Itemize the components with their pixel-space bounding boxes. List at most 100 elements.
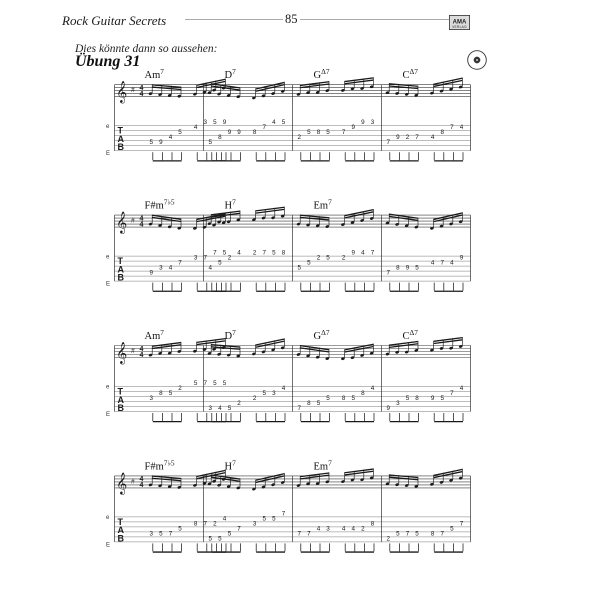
svg-text:4: 4 <box>431 260 435 267</box>
svg-text:5: 5 <box>263 515 267 522</box>
svg-text:8: 8 <box>431 530 435 537</box>
svg-text:3: 3 <box>204 119 208 126</box>
svg-text:2: 2 <box>342 255 346 262</box>
svg-text:Am7: Am7 <box>145 67 165 82</box>
svg-text:3: 3 <box>150 395 154 402</box>
svg-text:5: 5 <box>396 530 400 537</box>
svg-text:8: 8 <box>396 265 400 272</box>
svg-text:7: 7 <box>342 129 346 136</box>
svg-text:4: 4 <box>223 515 227 522</box>
svg-text:7: 7 <box>169 530 173 537</box>
svg-text:4: 4 <box>342 525 346 532</box>
svg-text:5: 5 <box>307 260 311 267</box>
svg-text:2: 2 <box>253 395 257 402</box>
svg-text:H7: H7 <box>225 458 237 473</box>
svg-text:5: 5 <box>228 405 232 412</box>
svg-text:4: 4 <box>352 525 356 532</box>
svg-text:5: 5 <box>307 129 311 136</box>
svg-text:8: 8 <box>361 390 365 397</box>
svg-text:4: 4 <box>209 265 213 272</box>
svg-text:2: 2 <box>317 255 321 262</box>
svg-text:7: 7 <box>460 520 464 527</box>
svg-text:B: B <box>118 273 125 283</box>
svg-text:9: 9 <box>228 129 232 136</box>
svg-text:F#m7♭5: F#m7♭5 <box>145 458 175 473</box>
svg-text:7: 7 <box>263 250 267 257</box>
svg-text:𝄞: 𝄞 <box>116 82 127 104</box>
svg-text:4: 4 <box>194 124 198 131</box>
svg-text:7: 7 <box>298 530 302 537</box>
svg-text:5: 5 <box>450 525 454 532</box>
svg-text:#: # <box>131 85 135 94</box>
svg-text:#: # <box>131 476 135 485</box>
svg-text:e: e <box>106 515 110 521</box>
svg-text:5: 5 <box>326 129 330 136</box>
svg-text:8: 8 <box>218 134 222 141</box>
svg-text:5: 5 <box>352 395 356 402</box>
svg-text:7: 7 <box>450 390 454 397</box>
svg-text:5: 5 <box>282 119 286 126</box>
svg-text:9: 9 <box>352 124 356 131</box>
svg-text:5: 5 <box>159 530 163 537</box>
svg-text:7: 7 <box>387 139 391 146</box>
svg-text:9: 9 <box>352 250 356 257</box>
svg-text:9: 9 <box>431 395 435 402</box>
svg-text:7: 7 <box>204 255 208 262</box>
svg-text:4: 4 <box>460 385 464 392</box>
svg-text:4: 4 <box>218 405 222 412</box>
svg-text:e: e <box>106 124 110 130</box>
svg-text:7: 7 <box>204 520 208 527</box>
svg-text:4: 4 <box>169 265 173 272</box>
svg-text:7: 7 <box>371 250 375 257</box>
svg-text:2: 2 <box>237 400 241 407</box>
svg-text:D7: D7 <box>225 67 237 82</box>
svg-text:9: 9 <box>361 119 365 126</box>
svg-text:8: 8 <box>307 400 311 407</box>
svg-text:9: 9 <box>223 119 227 126</box>
svg-text:4: 4 <box>140 352 144 359</box>
svg-text:7: 7 <box>263 124 267 131</box>
svg-text:𝄞: 𝄞 <box>116 343 127 365</box>
svg-text:5: 5 <box>263 390 267 397</box>
svg-text:3: 3 <box>326 525 330 532</box>
svg-text:7: 7 <box>387 270 391 277</box>
svg-text:4: 4 <box>460 124 464 131</box>
svg-text:7: 7 <box>178 260 182 267</box>
svg-text:3: 3 <box>159 265 163 272</box>
svg-text:5: 5 <box>415 530 419 537</box>
svg-text:Am7: Am7 <box>145 328 165 343</box>
svg-text:5: 5 <box>213 380 217 387</box>
svg-text:E: E <box>106 412 110 418</box>
svg-text:Em7: Em7 <box>314 197 333 212</box>
svg-text:4: 4 <box>272 119 276 126</box>
svg-text:4: 4 <box>140 482 144 489</box>
svg-text:7: 7 <box>298 405 302 412</box>
svg-text:5: 5 <box>441 395 445 402</box>
svg-text:4: 4 <box>140 91 144 98</box>
svg-text:5: 5 <box>209 535 213 542</box>
svg-text:2: 2 <box>253 250 257 257</box>
svg-text:4: 4 <box>450 260 454 267</box>
svg-text:B: B <box>118 533 125 543</box>
svg-text:4: 4 <box>282 385 286 392</box>
svg-text:9: 9 <box>406 265 410 272</box>
svg-text:5: 5 <box>298 265 302 272</box>
svg-text:5: 5 <box>223 250 227 257</box>
svg-text:8: 8 <box>282 250 286 257</box>
svg-text:7: 7 <box>415 134 419 141</box>
svg-text:7: 7 <box>307 530 311 537</box>
svg-text:5: 5 <box>150 139 154 146</box>
svg-text:3: 3 <box>150 530 154 537</box>
svg-text:GΔ7: GΔ7 <box>314 328 330 343</box>
svg-text:D7: D7 <box>225 328 237 343</box>
svg-text:5: 5 <box>272 250 276 257</box>
svg-text:5: 5 <box>218 260 222 267</box>
svg-text:7: 7 <box>450 124 454 131</box>
svg-text:F#m7♭5: F#m7♭5 <box>145 197 175 212</box>
svg-text:8: 8 <box>342 395 346 402</box>
svg-text:9: 9 <box>150 270 154 277</box>
svg-text:8: 8 <box>441 129 445 136</box>
svg-text:5: 5 <box>178 129 182 136</box>
svg-text:4: 4 <box>237 250 241 257</box>
svg-text:e: e <box>106 254 110 260</box>
